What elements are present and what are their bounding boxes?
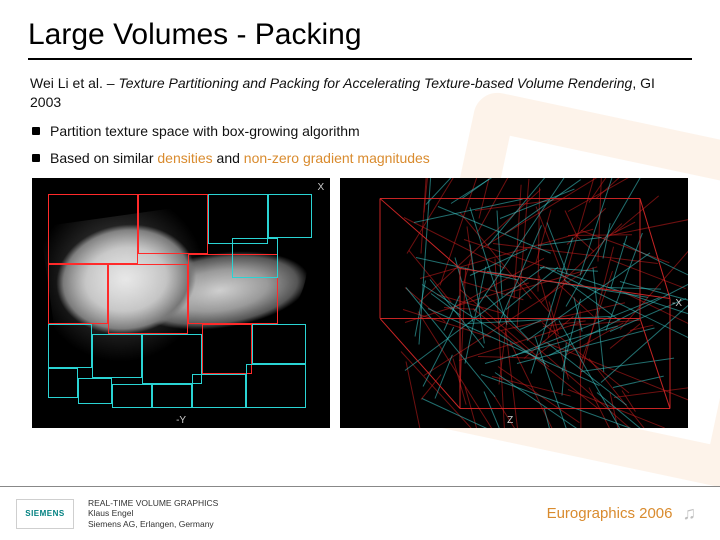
figure-row: X -Y -X Z [28,178,692,428]
wireframe [340,178,688,428]
citation-italic: Texture Partitioning and Packing for Acc… [118,75,632,91]
axis-label-z: Z [507,415,513,426]
footer-right: Eurographics 2006 ♫ [547,503,696,524]
footer: SIEMENS REAL-TIME VOLUME GRAPHICS Klaus … [0,486,720,540]
partition-boxes [32,178,330,428]
bullet-highlight: non-zero gradient magnitudes [244,150,430,166]
footer-credits: REAL-TIME VOLUME GRAPHICS Klaus Engel Si… [88,498,218,530]
slide: Large Volumes - Packing Wei Li et al. – … [0,0,720,540]
figure-right: -X Z [340,178,688,428]
footer-line3: Siemens AG, Erlangen, Germany [88,519,218,530]
bullet-part: and [213,150,244,166]
footer-line2: Klaus Engel [88,508,218,519]
footer-line1: REAL-TIME VOLUME GRAPHICS [88,498,218,509]
bullet-list: Partition texture space with box-growing… [28,122,692,168]
bullet-item: Partition texture space with box-growing… [50,122,692,141]
axis-label-y: -Y [176,415,186,426]
bullet-item: Based on similar densities and non-zero … [50,149,692,168]
bullet-highlight: densities [157,150,212,166]
axis-label-x: X [317,182,324,193]
conference-label: Eurographics 2006 [547,505,673,522]
slide-title: Large Volumes - Packing [28,18,692,60]
bullet-part: Based on similar [50,150,157,166]
figure-left: X -Y [32,178,330,428]
citation-prefix: Wei Li et al. – [30,75,118,91]
siemens-logo: SIEMENS [16,499,74,529]
citation: Wei Li et al. – Texture Partitioning and… [28,74,692,112]
axis-label-x2: -X [672,298,682,309]
note-icon: ♫ [683,503,697,524]
